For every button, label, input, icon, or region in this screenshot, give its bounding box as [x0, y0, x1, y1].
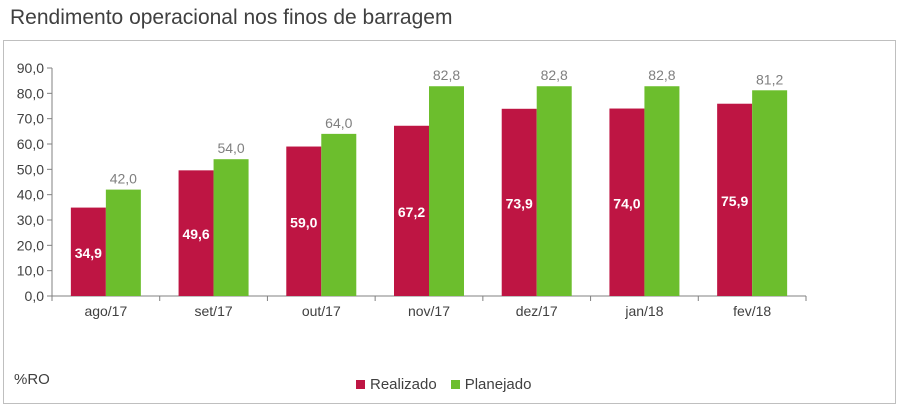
- bar-realizado: [609, 108, 645, 297]
- bar-planejado: [321, 133, 357, 296]
- y-tick-label: 10,0: [17, 263, 44, 279]
- y-tick-label: 20,0: [17, 237, 44, 253]
- legend-swatch-planejado: [450, 380, 460, 389]
- x-tick-label: nov/17: [408, 303, 450, 319]
- legend-label-realizado: Realizado: [370, 376, 437, 393]
- data-label-realizado: 73,9: [506, 195, 533, 211]
- data-label-planejado: 64,0: [325, 115, 352, 131]
- y-tick-label: 90,0: [17, 60, 44, 76]
- legend: Realizado Planejado: [356, 376, 545, 393]
- data-label-realizado: 67,2: [398, 204, 425, 220]
- x-tick-label: set/17: [195, 303, 233, 319]
- y-tick-label: 50,0: [17, 161, 44, 177]
- data-label-planejado: 42,0: [110, 171, 137, 187]
- data-label-planejado: 81,2: [756, 71, 783, 87]
- unit-label: %RO: [14, 371, 50, 388]
- chart-title: Rendimento operacional nos finos de barr…: [10, 6, 453, 29]
- bar-realizado: [286, 146, 322, 296]
- bar-realizado: [501, 108, 537, 296]
- bar-planejado: [752, 90, 788, 296]
- x-tick-label: jan/18: [624, 303, 663, 319]
- legend-item-planejado: Planejado: [450, 376, 532, 393]
- x-tick-label: fev/18: [733, 303, 771, 319]
- bar-planejado: [105, 189, 141, 296]
- bar-planejado: [536, 86, 572, 297]
- bar-realizado: [394, 125, 429, 296]
- data-label-planejado: 54,0: [217, 140, 244, 156]
- legend-label-planejado: Planejado: [464, 376, 532, 393]
- data-label-planejado: 82,8: [433, 67, 460, 83]
- bar-planejado: [213, 159, 249, 296]
- data-label-planejado: 82,8: [541, 67, 568, 83]
- bar-planejado: [644, 86, 680, 297]
- y-tick-label: 0,0: [25, 288, 45, 304]
- y-tick-label: 70,0: [17, 111, 44, 127]
- data-label-realizado: 34,9: [75, 245, 102, 261]
- x-tick-label: out/17: [302, 303, 341, 319]
- chart-frame: [3, 40, 896, 404]
- y-tick-label: 80,0: [17, 85, 44, 101]
- bar-realizado: [70, 207, 106, 296]
- data-label-realizado: 59,0: [290, 214, 317, 230]
- data-label-realizado: 74,0: [613, 195, 640, 211]
- y-tick-label: 30,0: [17, 212, 44, 228]
- y-tick-label: 40,0: [17, 187, 44, 203]
- legend-swatch-realizado: [356, 380, 365, 389]
- y-tick-label: 60,0: [17, 136, 44, 152]
- bar-realizado: [178, 170, 214, 296]
- data-label-realizado: 75,9: [721, 193, 748, 209]
- x-tick-label: dez/17: [516, 303, 558, 319]
- legend-item-realizado: Realizado: [356, 376, 437, 393]
- x-tick-label: ago/17: [84, 303, 127, 319]
- bar-planejado: [429, 86, 464, 297]
- data-label-planejado: 82,8: [648, 67, 675, 83]
- bar-realizado: [717, 103, 753, 296]
- data-label-realizado: 49,6: [182, 226, 209, 242]
